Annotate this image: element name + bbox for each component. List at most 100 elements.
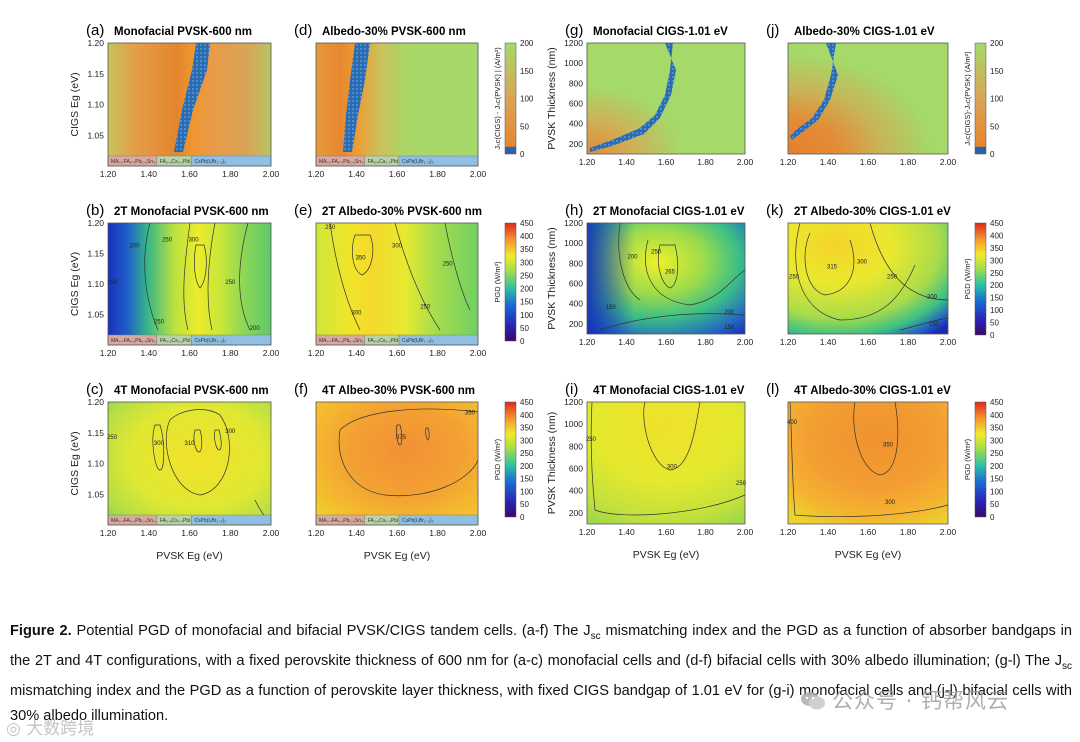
colorbar-tick: 450: [990, 398, 1004, 407]
contour-label: 310: [184, 441, 195, 447]
heatmap-k: [788, 223, 948, 334]
heatmap-e: [316, 223, 478, 345]
contour-lines: [144, 222, 949, 525]
contour-label: 200: [129, 243, 140, 249]
contour-label: 200: [724, 310, 735, 316]
colorbar-tick: 0: [520, 150, 525, 159]
colorbar-tick: 0: [520, 513, 525, 522]
contour-label: 250: [887, 275, 898, 281]
contour-label: 300: [857, 259, 868, 265]
contour-label: 300: [225, 429, 236, 435]
phase-band-label: FA₀.₈Cs₀.₂PbI₃: [368, 338, 401, 344]
colorbar-tick: 350: [520, 245, 534, 254]
x-tick-label: 1.60: [658, 337, 675, 347]
x-tick-label: 1.80: [429, 528, 446, 538]
colorbar-label: PGD (W/m²): [963, 258, 972, 300]
watermark-right-text: 公众号 · 钙帮风云: [832, 689, 1010, 713]
x-tick-label: 1.80: [697, 337, 714, 347]
heatmap-d: [316, 43, 478, 166]
colorbar-tick: 400: [520, 411, 534, 420]
y-tick-label: 400: [569, 119, 583, 129]
heatmap-i: [587, 402, 745, 524]
x-axis-label: PVSK Eg (eV): [364, 550, 431, 562]
panel-title-b: 2T Monofacial PVSK-600 nm: [114, 206, 269, 218]
x-tick-label: 1.20: [780, 337, 797, 347]
y-axis-label: CIGS Eg (eV): [69, 252, 81, 316]
panel-title-d: Albedo-30% PVSK-600 nm: [322, 26, 466, 38]
y-axis-label: PVSK Thickness (nm): [546, 412, 558, 515]
colorbar-tick: 200: [990, 39, 1004, 48]
panel-title-i: 4T Monofacial CIGS-1.01 eV: [593, 385, 745, 397]
colorbar-tick: 50: [990, 500, 999, 509]
panel-title-a: Monofacial PVSK-600 nm: [114, 26, 252, 38]
y-tick-label: 400: [569, 299, 583, 309]
panel-label-b: (b): [86, 202, 104, 219]
heatmap-j: [788, 43, 948, 154]
panel-label-k: (k): [766, 202, 784, 219]
panel-label-l: (l): [766, 381, 779, 398]
x-tick-label: 2.00: [737, 527, 754, 537]
colorbar-tick: 0: [990, 150, 995, 159]
contour-label: 265: [665, 269, 676, 275]
caption-figure-number: Figure 2.: [10, 623, 72, 639]
x-tick-label: 1.60: [181, 528, 198, 538]
panel-label-j: (j): [766, 22, 779, 39]
contour-label: 250: [586, 437, 597, 443]
phase-band-label: FA₀.₈Cs₀.₂PbI₃: [160, 338, 193, 344]
colorbar-label: Jₛᴄ(CIGS)-Jₛᴄ(PVSK) (A/m²): [963, 51, 972, 146]
y-tick-label: 1.20: [87, 218, 104, 228]
y-tick-label: 1200: [564, 218, 583, 228]
y-tick-label: 1.20: [87, 397, 104, 407]
phase-band-label: FA₀.₈Cs₀.₂PbI₃: [160, 159, 193, 165]
colorbar-tick: 200: [520, 39, 534, 48]
y-tick-label: 200: [569, 508, 583, 518]
colorbar-tick: 100: [520, 311, 534, 320]
x-tick-label: 1.40: [140, 528, 157, 538]
watermark-left: ◎ 大数跨境: [6, 714, 94, 739]
x-tick-label: 2.00: [470, 528, 487, 538]
colorbar-tick: 300: [520, 436, 534, 445]
y-axis-label: CIGS Eg (eV): [69, 431, 81, 495]
colorbar-tick: 150: [520, 67, 534, 76]
contour-label: 150: [606, 305, 617, 311]
colorbar-tick: 300: [990, 256, 1004, 265]
x-tick-label: 1.60: [389, 528, 406, 538]
colorbar-tick: 400: [990, 231, 1004, 240]
heatmap-f: [316, 402, 478, 525]
y-tick-label: 200: [569, 139, 583, 149]
colorbar-tick: 200: [990, 462, 1004, 471]
colorbar-tick: 150: [990, 67, 1004, 76]
colorbar-tick: 100: [520, 95, 534, 104]
colorbar-tick: 350: [520, 424, 534, 433]
x-tick-label: 1.60: [389, 169, 406, 179]
x-tick-label: 1.20: [780, 157, 797, 167]
colorbar-tick: 50: [520, 324, 529, 333]
x-tick-label: 1.20: [100, 169, 117, 179]
contour-label: 300: [154, 441, 165, 447]
x-tick-label: 1.20: [579, 337, 596, 347]
colorbar-tick: 100: [990, 95, 1004, 104]
phase-band-label: FA₀.₈Cs₀.₂PbI₃: [368, 159, 401, 165]
caption-sub-1: sc: [590, 630, 601, 642]
panel-g: (g) Monofacial CIGS-1.01 eV 1.20 1.40 1.60 1.…: [546, 22, 754, 167]
y-tick-label: 1.05: [87, 130, 104, 140]
panel-label-h: (h): [565, 202, 583, 219]
y-tick-label: 1000: [564, 58, 583, 68]
colorbar-tick: 200: [520, 285, 534, 294]
phase-band-label: CsPb(IₓBr₁₋ₓ)₃: [402, 518, 434, 524]
mismatch-zero-bands: [174, 43, 838, 152]
x-tick-label: 1.80: [222, 348, 239, 358]
contour-label: 250: [154, 320, 165, 326]
panel-title-c: 4T Monofacial PVSK-600 nm: [114, 385, 269, 397]
x-tick-label: 2.00: [940, 337, 957, 347]
phase-band-label: MA₀.₇FA₀.₃Pb₀.₅Sn₀.₅I₃: [319, 518, 370, 524]
x-tick-label: 2.00: [940, 527, 957, 537]
colorbar-tick: 250: [990, 449, 1004, 458]
y-tick-label: 1.20: [87, 38, 104, 48]
x-tick-label: 1.20: [308, 169, 325, 179]
contour-label: 350: [356, 256, 367, 262]
phase-band-label: CsPb(IₓBr₁₋ₓ)₃: [195, 338, 227, 344]
x-tick-label: 2.00: [263, 528, 280, 538]
contour-label: 150: [929, 322, 940, 328]
